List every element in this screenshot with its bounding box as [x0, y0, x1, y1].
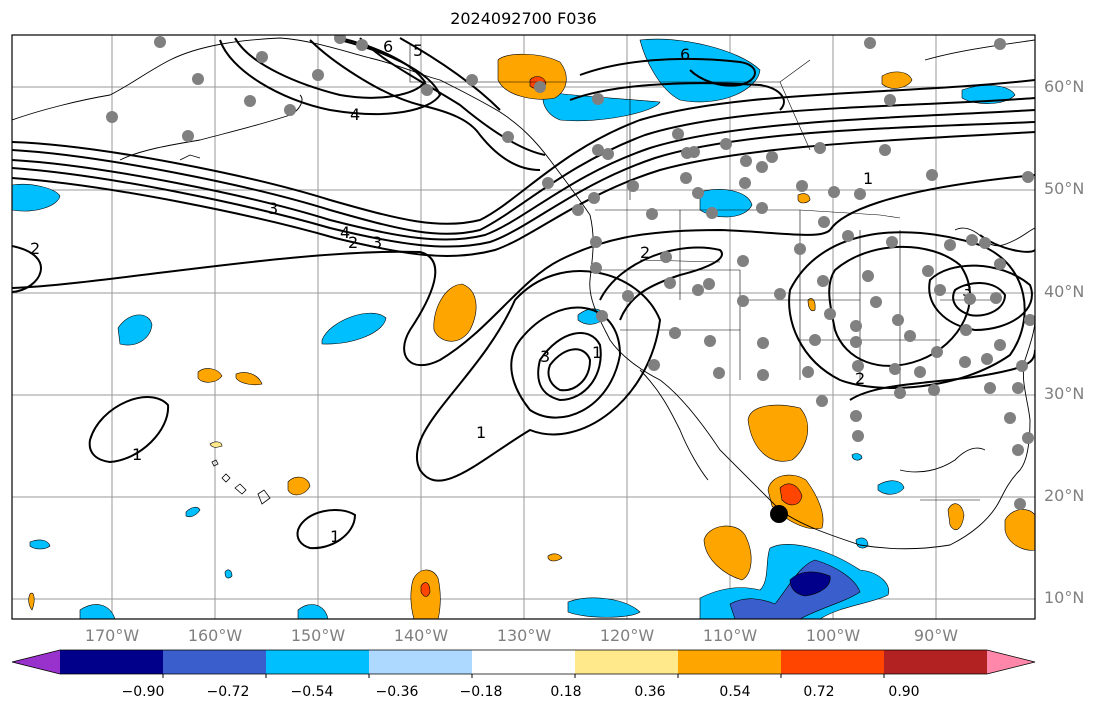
colorbar-segment [60, 650, 164, 674]
colorbar-segment [472, 650, 576, 674]
lat-label-20n: 20°N [1044, 486, 1085, 505]
storm-center-marker [770, 505, 788, 523]
station-markers [106, 35, 1035, 510]
lon-label-150w: 150°W [290, 626, 346, 645]
contours [12, 37, 1035, 550]
colorbar-segment [266, 650, 370, 674]
contour-label: 3 [268, 199, 278, 218]
contour-label: 3 [962, 281, 972, 300]
lon-label-170w: 170°W [84, 626, 140, 645]
colorbar-tick-label: 0.18 [550, 684, 582, 700]
islands [179, 154, 271, 505]
lon-label-90w: 90°W [913, 626, 959, 645]
contour-label: 2 [855, 369, 865, 388]
lat-label-30n: 30°N [1044, 384, 1085, 403]
colorbar-tick-label: −0.72 [206, 684, 250, 700]
map-frame [11, 34, 1036, 620]
colorbar-tick-label: 0.90 [888, 684, 920, 700]
lat-label-50n: 50°N [1044, 179, 1085, 198]
colorbar-segment [781, 650, 885, 674]
lon-label-120w: 120°W [599, 626, 655, 645]
contour-label: 3 [540, 347, 550, 366]
contour-label: 6 [680, 45, 690, 64]
lon-label-100w: 100°W [805, 626, 861, 645]
colorbar-tick-label: −0.18 [459, 684, 503, 700]
coastlines [12, 37, 1035, 550]
contour-label: 6 [383, 37, 393, 56]
lat-label-60n: 60°N [1044, 77, 1085, 96]
colorbar-segment [163, 650, 267, 674]
colorbar-segment [884, 650, 988, 674]
lon-label-140w: 140°W [393, 626, 449, 645]
contour-label: 4 [340, 223, 350, 242]
colorbar-tick-label: −0.36 [375, 684, 419, 700]
colorbar-outline [11, 649, 1036, 675]
lon-label-110w: 110°W [702, 626, 758, 645]
contour-label: 1 [863, 169, 873, 188]
colorbar-tick-label: −0.54 [290, 684, 334, 700]
gridlines [12, 35, 1035, 619]
colorbar-tick-label: 0.36 [634, 684, 666, 700]
colorbar-segment [369, 650, 473, 674]
lon-label-130w: 130°W [496, 626, 552, 645]
contour-label: 2 [30, 239, 40, 258]
colorbar-extend-max [987, 650, 1035, 674]
contour-label: 1 [330, 527, 340, 546]
colorbar-tick-label: 0.54 [719, 684, 751, 700]
colorbar-segment [678, 650, 782, 674]
map-title: 2024092700 F036 [450, 9, 597, 28]
colorbar-segment [575, 650, 679, 674]
contour-label: 1 [132, 445, 142, 464]
lat-label-10n: 10°N [1044, 588, 1085, 607]
colorbar-extend-min [12, 650, 60, 674]
contour-label: 2 [348, 233, 358, 252]
contour-label: 4 [350, 105, 360, 124]
state-borders [409, 45, 1000, 501]
colorbar-tick-label: 0.72 [803, 684, 835, 700]
contour-label: 1 [476, 423, 486, 442]
contour-label: 5 [413, 41, 423, 60]
contour-labels: 6 5 4 6 4 3 2 2 1 3 1 1 1 2 3 1 3 2 [30, 37, 972, 546]
contour-label: 2 [640, 243, 650, 262]
anomaly-fills [12, 38, 1035, 619]
lat-label-40n: 40°N [1044, 282, 1085, 301]
colorbar-tick-label: −0.90 [121, 684, 165, 700]
lon-label-160w: 160°W [187, 626, 243, 645]
contour-label: 3 [372, 233, 382, 252]
colorbar [11, 649, 1036, 678]
contour-label: 1 [592, 343, 602, 362]
